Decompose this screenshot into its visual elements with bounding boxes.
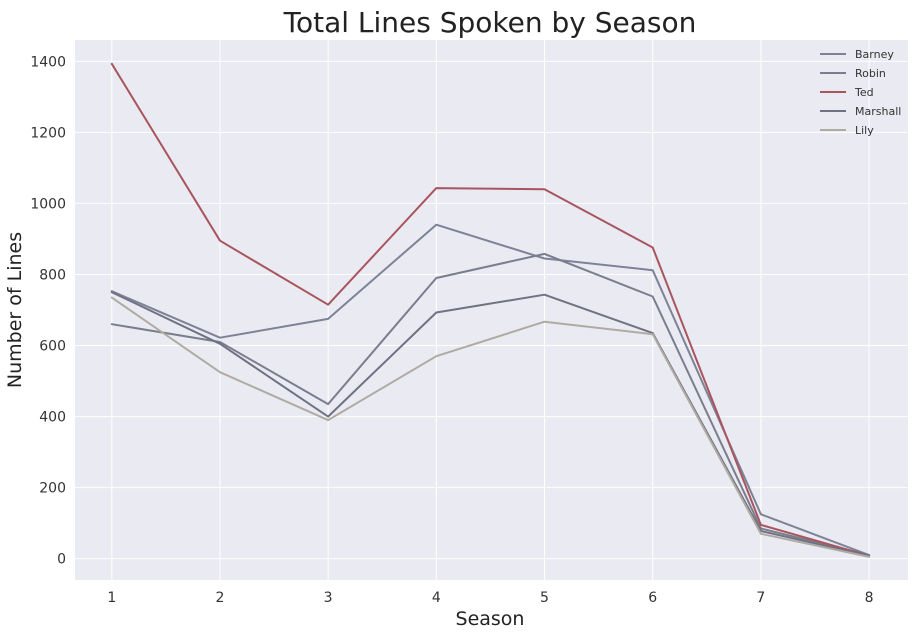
x-tick-label: 8 xyxy=(865,590,874,606)
x-tick-labels: 1 2 3 4 5 6 7 8 xyxy=(107,590,873,606)
legend-label-robin: Robin xyxy=(855,67,886,80)
series-line-lily xyxy=(110,296,871,558)
y-tick-label: 1400 xyxy=(30,54,66,70)
chart-title: Total Lines Spoken by Season xyxy=(283,6,697,39)
x-gridlines xyxy=(111,40,870,580)
plot-area xyxy=(75,40,908,580)
y-axis-label: Number of Lines xyxy=(4,232,26,388)
x-tick-label: 5 xyxy=(540,590,549,606)
legend-label-lily: Lily xyxy=(855,124,874,137)
x-tick-label: 2 xyxy=(216,590,225,606)
y-tick-labels: 0 200 400 600 800 1000 1200 1400 xyxy=(30,54,66,567)
x-tick-label: 1 xyxy=(107,590,116,606)
y-tick-label: 400 xyxy=(39,410,66,426)
series-line-marshall xyxy=(110,291,871,557)
series-line-robin xyxy=(110,252,871,557)
x-tick-label: 7 xyxy=(756,590,765,606)
x-axis-label: Season xyxy=(456,608,525,630)
x-tick-label: 4 xyxy=(432,590,441,606)
y-tick-label: 1000 xyxy=(30,196,66,212)
legend: Barney Robin Ted Marshall Lily xyxy=(820,48,901,137)
series-lines xyxy=(110,62,871,558)
series-line-ted xyxy=(110,62,871,557)
y-gridlines xyxy=(75,60,908,560)
y-tick-label: 800 xyxy=(39,267,66,283)
x-tick-label: 6 xyxy=(648,590,657,606)
y-tick-label: 600 xyxy=(39,339,66,355)
legend-label-ted: Ted xyxy=(854,86,874,99)
legend-label-marshall: Marshall xyxy=(855,105,901,118)
legend-label-barney: Barney xyxy=(855,48,894,61)
series-line-barney xyxy=(110,223,871,557)
y-tick-label: 200 xyxy=(39,481,66,497)
x-tick-label: 3 xyxy=(324,590,333,606)
y-tick-label: 1200 xyxy=(30,125,66,141)
y-tick-label: 0 xyxy=(57,552,66,568)
